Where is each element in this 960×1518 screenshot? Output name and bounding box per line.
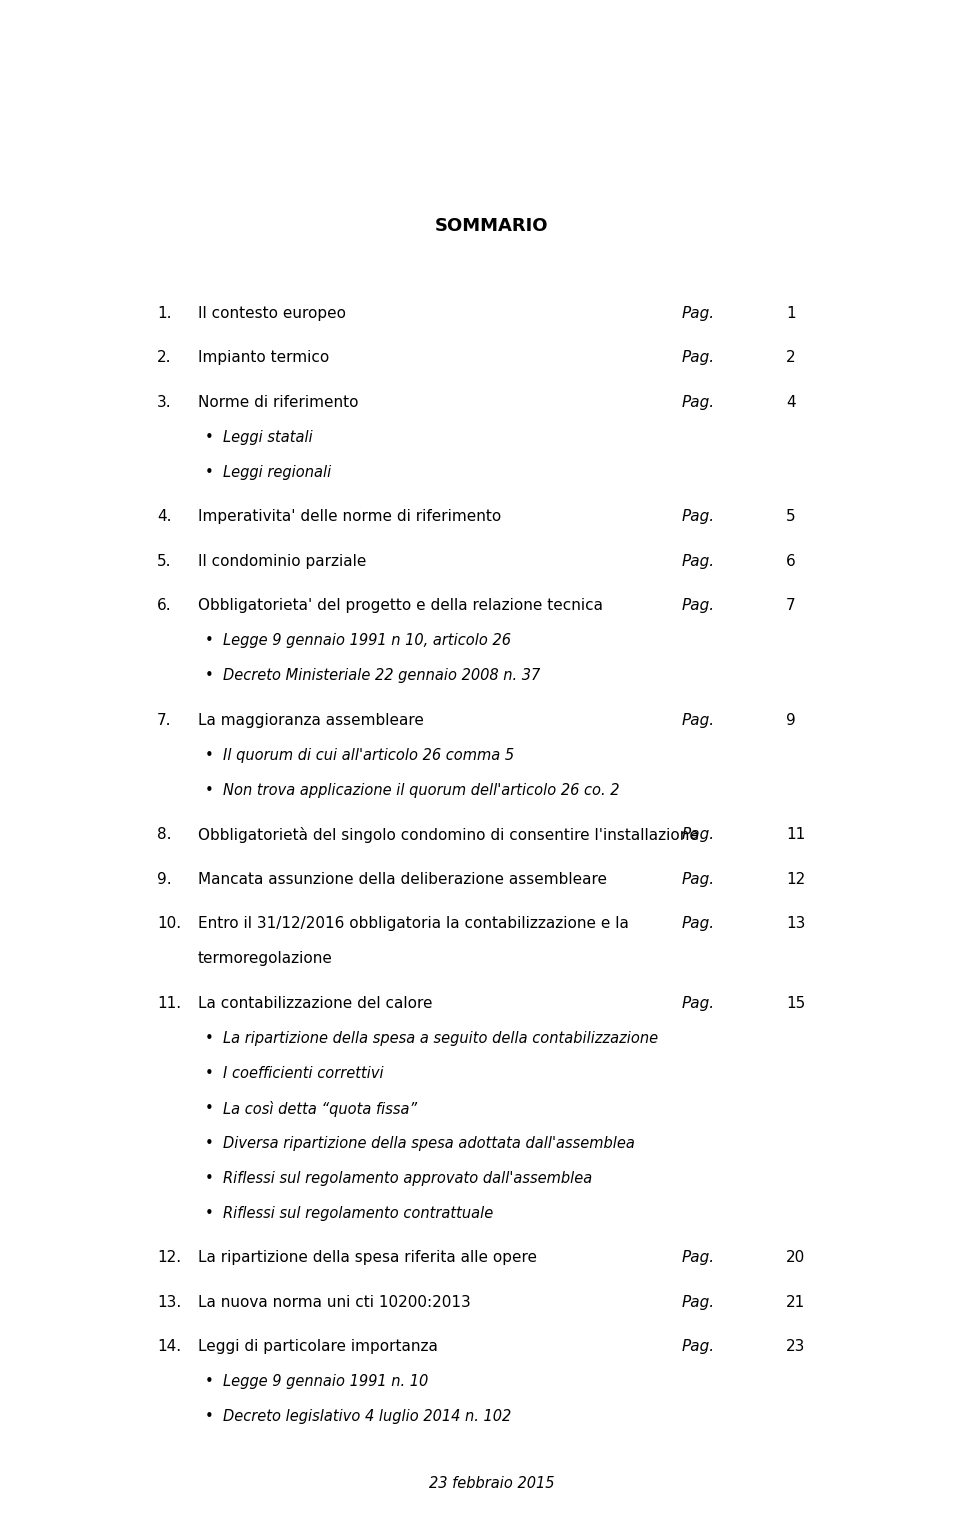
- Text: 4: 4: [786, 395, 796, 410]
- Text: 10.: 10.: [157, 917, 181, 931]
- Text: 7: 7: [786, 598, 796, 613]
- Text: 3.: 3.: [157, 395, 172, 410]
- Text: termoregolazione: termoregolazione: [198, 952, 333, 967]
- Text: La contabilizzazione del calore: La contabilizzazione del calore: [198, 996, 433, 1011]
- Text: Leggi regionali: Leggi regionali: [223, 465, 331, 480]
- Text: 1: 1: [786, 307, 796, 322]
- Text: •: •: [204, 1101, 214, 1116]
- Text: Norme di riferimento: Norme di riferimento: [198, 395, 359, 410]
- Text: 5: 5: [786, 510, 796, 524]
- Text: 23: 23: [786, 1339, 805, 1354]
- Text: Il quorum di cui all'articolo 26 comma 5: Il quorum di cui all'articolo 26 comma 5: [223, 748, 514, 764]
- Text: SOMMARIO: SOMMARIO: [435, 217, 549, 235]
- Text: Pag.: Pag.: [682, 510, 715, 524]
- Text: 23 febbraio 2015: 23 febbraio 2015: [429, 1475, 555, 1491]
- Text: Pag.: Pag.: [682, 598, 715, 613]
- Text: Pag.: Pag.: [682, 1251, 715, 1266]
- Text: Imperativita' delle norme di riferimento: Imperativita' delle norme di riferimento: [198, 510, 501, 524]
- Text: Pag.: Pag.: [682, 351, 715, 366]
- Text: 7.: 7.: [157, 713, 172, 727]
- Text: Entro il 31/12/2016 obbligatoria la contabilizzazione e la: Entro il 31/12/2016 obbligatoria la cont…: [198, 917, 629, 931]
- Text: Legge 9 gennaio 1991 n. 10: Legge 9 gennaio 1991 n. 10: [223, 1374, 428, 1389]
- Text: Pag.: Pag.: [682, 554, 715, 569]
- Text: 21: 21: [786, 1295, 805, 1310]
- Text: 11.: 11.: [157, 996, 181, 1011]
- Text: Decreto Ministeriale 22 gennaio 2008 n. 37: Decreto Ministeriale 22 gennaio 2008 n. …: [223, 668, 540, 683]
- Text: 9: 9: [786, 713, 796, 727]
- Text: Pag.: Pag.: [682, 1339, 715, 1354]
- Text: •: •: [204, 1374, 214, 1389]
- Text: Non trova applicazione il quorum dell'articolo 26 co. 2: Non trova applicazione il quorum dell'ar…: [223, 783, 619, 798]
- Text: Obbligatorietà del singolo condomino di consentire l'installazione: Obbligatorietà del singolo condomino di …: [198, 827, 699, 844]
- Text: Impianto termico: Impianto termico: [198, 351, 329, 366]
- Text: •: •: [204, 783, 214, 798]
- Text: La maggioranza assembleare: La maggioranza assembleare: [198, 713, 424, 727]
- Text: Pag.: Pag.: [682, 827, 715, 842]
- Text: I coefficienti correttivi: I coefficienti correttivi: [223, 1066, 383, 1081]
- Text: Pag.: Pag.: [682, 307, 715, 322]
- Text: Leggi statali: Leggi statali: [223, 430, 312, 445]
- Text: Legge 9 gennaio 1991 n 10, articolo 26: Legge 9 gennaio 1991 n 10, articolo 26: [223, 633, 511, 648]
- Text: La ripartizione della spesa a seguito della contabilizzazione: La ripartizione della spesa a seguito de…: [223, 1031, 658, 1046]
- Text: 5.: 5.: [157, 554, 172, 569]
- Text: 6.: 6.: [157, 598, 172, 613]
- Text: 20: 20: [786, 1251, 805, 1266]
- Text: Pag.: Pag.: [682, 996, 715, 1011]
- Text: Il contesto europeo: Il contesto europeo: [198, 307, 347, 322]
- Text: •: •: [204, 1031, 214, 1046]
- Text: Mancata assunzione della deliberazione assembleare: Mancata assunzione della deliberazione a…: [198, 871, 607, 887]
- Text: •: •: [204, 668, 214, 683]
- Text: •: •: [204, 633, 214, 648]
- Text: 11: 11: [786, 827, 805, 842]
- Text: 12.: 12.: [157, 1251, 181, 1266]
- Text: 14.: 14.: [157, 1339, 181, 1354]
- Text: Leggi di particolare importanza: Leggi di particolare importanza: [198, 1339, 438, 1354]
- Text: Il condominio parziale: Il condominio parziale: [198, 554, 367, 569]
- Text: •: •: [204, 465, 214, 480]
- Text: La così detta “quota fissa”: La così detta “quota fissa”: [223, 1101, 417, 1117]
- Text: Pag.: Pag.: [682, 871, 715, 887]
- Text: •: •: [204, 1170, 214, 1186]
- Text: Obbligatorieta' del progetto e della relazione tecnica: Obbligatorieta' del progetto e della rel…: [198, 598, 603, 613]
- Text: Decreto legislativo 4 luglio 2014 n. 102: Decreto legislativo 4 luglio 2014 n. 102: [223, 1410, 511, 1424]
- Text: 15: 15: [786, 996, 805, 1011]
- Text: 6: 6: [786, 554, 796, 569]
- Text: Diversa ripartizione della spesa adottata dall'assemblea: Diversa ripartizione della spesa adottat…: [223, 1135, 635, 1151]
- Text: 12: 12: [786, 871, 805, 887]
- Text: •: •: [204, 1207, 214, 1220]
- Text: 2.: 2.: [157, 351, 172, 366]
- Text: Pag.: Pag.: [682, 395, 715, 410]
- Text: 13.: 13.: [157, 1295, 181, 1310]
- Text: •: •: [204, 430, 214, 445]
- Text: 4.: 4.: [157, 510, 172, 524]
- Text: 9.: 9.: [157, 871, 172, 887]
- Text: •: •: [204, 748, 214, 764]
- Text: 8.: 8.: [157, 827, 172, 842]
- Text: Pag.: Pag.: [682, 713, 715, 727]
- Text: 13: 13: [786, 917, 805, 931]
- Text: •: •: [204, 1135, 214, 1151]
- Text: Pag.: Pag.: [682, 917, 715, 931]
- Text: •: •: [204, 1410, 214, 1424]
- Text: La nuova norma uni cti 10200:2013: La nuova norma uni cti 10200:2013: [198, 1295, 470, 1310]
- Text: 1.: 1.: [157, 307, 172, 322]
- Text: Riflessi sul regolamento approvato dall'assemblea: Riflessi sul regolamento approvato dall'…: [223, 1170, 592, 1186]
- Text: Riflessi sul regolamento contrattuale: Riflessi sul regolamento contrattuale: [223, 1207, 492, 1220]
- Text: Pag.: Pag.: [682, 1295, 715, 1310]
- Text: •: •: [204, 1066, 214, 1081]
- Text: La ripartizione della spesa riferita alle opere: La ripartizione della spesa riferita all…: [198, 1251, 538, 1266]
- Text: 2: 2: [786, 351, 796, 366]
